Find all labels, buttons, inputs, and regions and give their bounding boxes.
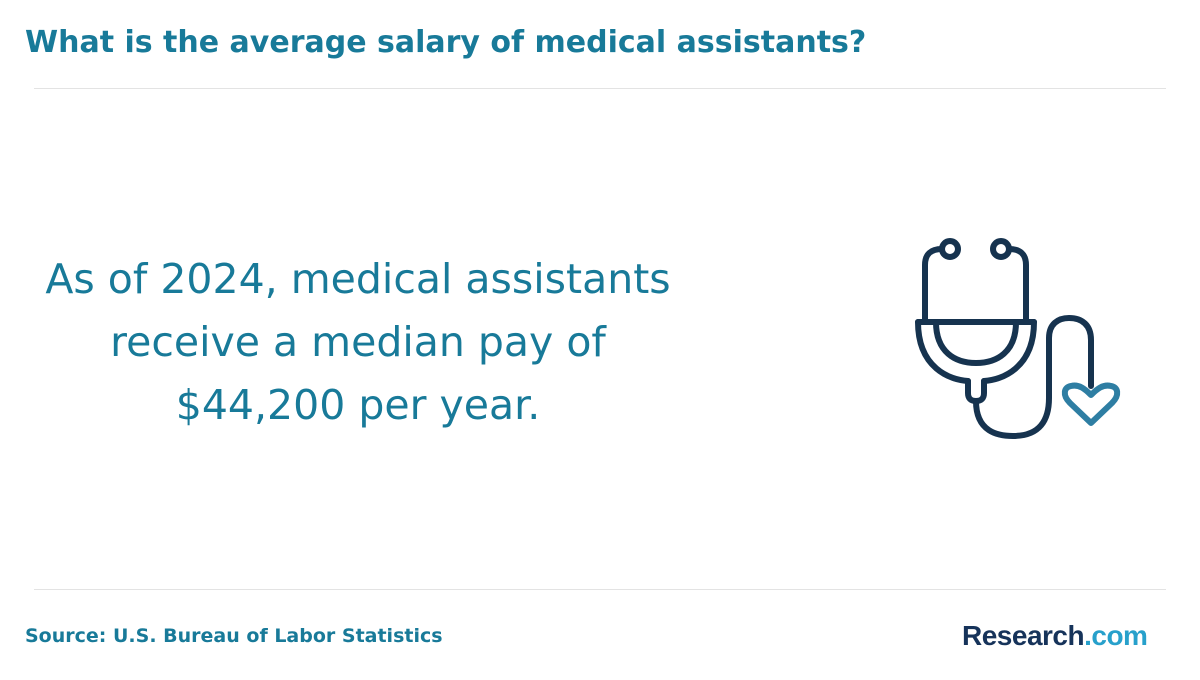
page-title: What is the average salary of medical as… [25, 25, 867, 60]
top-divider [34, 88, 1166, 89]
bottom-divider [34, 589, 1166, 590]
logo-suffix-text: .com [1084, 620, 1148, 651]
logo-main-text: Research [962, 620, 1085, 651]
source-citation: Source: U.S. Bureau of Labor Statistics [25, 625, 443, 647]
research-com-logo[interactable]: Research.com [962, 619, 1148, 653]
stethoscope-heart-icon [915, 238, 1121, 439]
salary-statement: As of 2024, medical assistants receive a… [45, 255, 671, 429]
